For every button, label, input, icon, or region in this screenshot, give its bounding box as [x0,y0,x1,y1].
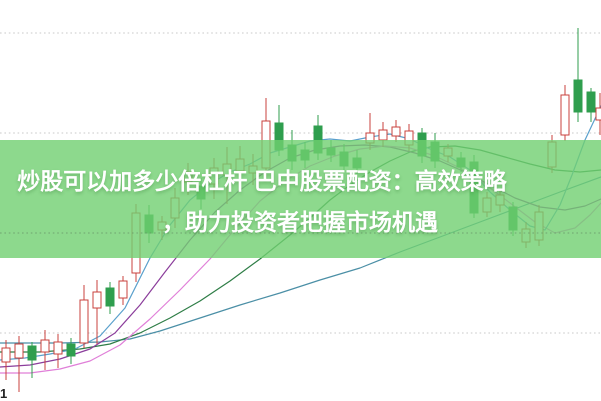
axis-corner-label: 1 [0,386,7,401]
candle-body [391,126,401,137]
candle-down [573,28,583,122]
candle-body [66,343,76,357]
candle-up [595,93,601,135]
candle-up [40,330,50,370]
candle-body [79,299,89,344]
candle-up [560,85,570,141]
candle-body [53,341,63,355]
candle-up [1,340,11,380]
candle-down [586,88,596,122]
candle-up [391,120,401,142]
candle-down [66,338,76,364]
candle-up [14,336,24,392]
candle-down [27,342,37,378]
candle-body [27,345,37,361]
headline-line1: 炒股可以加多少倍杠杆 巴中股票配资：高效策略 [17,168,507,194]
candle-up [92,280,102,344]
candle-down [105,282,115,314]
candle-up [79,285,89,348]
candle-body [573,79,583,113]
headline-banner [0,140,601,258]
candle-body [1,347,11,363]
candle-body [14,343,24,359]
candle-body [40,339,50,353]
candle-body [595,107,601,121]
headline-line2: ，助力投资者把握市场机遇 [162,209,438,235]
candle-body [105,287,115,307]
candle-up [53,334,63,368]
candle-body [92,291,102,309]
candle-body [378,129,388,141]
candle-body [118,280,128,299]
candle-up [118,276,128,305]
candle-body [586,91,596,113]
candle-body [560,94,570,136]
